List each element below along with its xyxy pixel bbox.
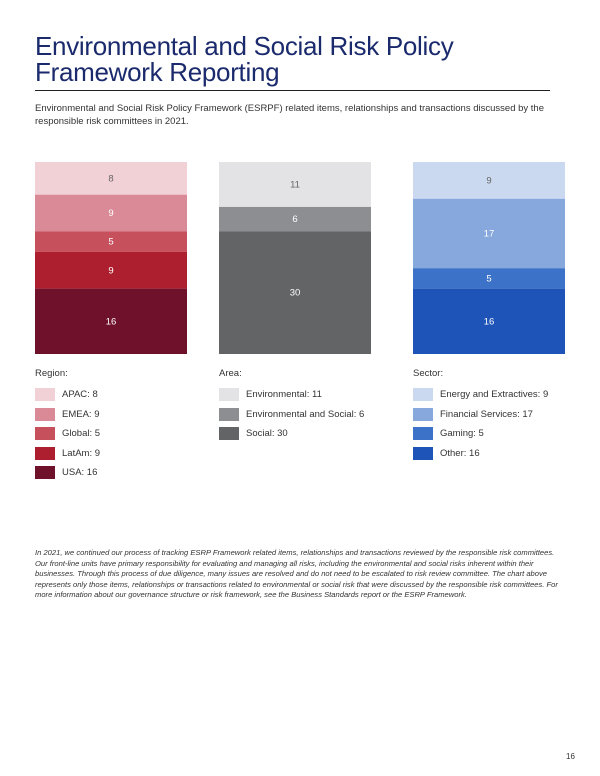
page-number: 16 bbox=[566, 752, 575, 761]
bar-value-label: 16 bbox=[484, 316, 495, 327]
bar-segment-sector-gaming bbox=[413, 268, 565, 289]
bar-segment-area-social bbox=[219, 231, 371, 354]
chart-subtitle: Environmental and Social Risk Policy Fra… bbox=[35, 103, 544, 127]
legend-swatch bbox=[219, 388, 239, 401]
bar-segment-region-usa bbox=[35, 288, 187, 354]
bar-segment-region-latam bbox=[35, 251, 187, 289]
bar-value-label: 5 bbox=[108, 237, 113, 248]
legend-label: Gaming: 5 bbox=[440, 428, 484, 439]
bar-segment-area-environmental bbox=[219, 162, 371, 207]
title-divider bbox=[35, 90, 550, 91]
legend-title-region: Region: bbox=[35, 368, 68, 379]
bar-segment-sector-other bbox=[413, 288, 565, 354]
bar-value-label: 6 bbox=[292, 214, 297, 225]
bar-segment-region-emea bbox=[35, 194, 187, 232]
legend-label: Environmental and Social: 6 bbox=[246, 408, 365, 420]
legend-label: APAC: 8 bbox=[62, 389, 98, 400]
legend-swatch bbox=[35, 427, 55, 440]
legend-label: Social: 30 bbox=[246, 428, 288, 439]
legend-label: Other: 16 bbox=[440, 447, 480, 459]
legend-label: LatAm: 9 bbox=[62, 447, 101, 459]
bar-value-label: 9 bbox=[486, 175, 491, 186]
bar-value-label: 17 bbox=[484, 228, 495, 239]
legend-label: USA: 16 bbox=[62, 467, 98, 478]
legend-title-sector: Sector: bbox=[413, 368, 444, 379]
bar-segment-sector-energy-and-extractives bbox=[413, 162, 565, 199]
legend-swatch bbox=[35, 446, 55, 460]
legend-swatch bbox=[35, 407, 55, 421]
bar-value-label: 9 bbox=[108, 208, 113, 219]
legend-swatch bbox=[413, 427, 433, 440]
legend-label: EMEA: 9 bbox=[62, 408, 100, 420]
bar-segment-region-global bbox=[35, 231, 187, 252]
bar-value-label: 11 bbox=[290, 179, 300, 190]
page-title: Environmental and Social Risk Policy Fra… bbox=[35, 31, 454, 87]
bar-segment-sector-financial-services bbox=[413, 198, 565, 269]
legend-label: Environmental: 11 bbox=[246, 389, 322, 400]
legend-label: Global: 5 bbox=[62, 428, 101, 439]
footnote: In 2021, we continued our process of tra… bbox=[35, 548, 558, 600]
bar-value-label: 9 bbox=[108, 265, 113, 276]
legend-swatch bbox=[219, 427, 239, 440]
legend-label: Financial Services: 17 bbox=[440, 408, 533, 420]
legend-swatch bbox=[413, 388, 433, 401]
bar-value-label: 30 bbox=[290, 288, 301, 299]
legend-swatch bbox=[35, 388, 55, 401]
legend-swatch bbox=[35, 466, 55, 479]
bar-segment-area-environmental-and-social bbox=[219, 206, 371, 232]
legend-swatch bbox=[413, 446, 433, 460]
legend-label: Energy and Extractives: 9 bbox=[440, 389, 549, 400]
bar-value-label: 16 bbox=[106, 316, 117, 327]
legend-swatch bbox=[219, 407, 239, 421]
stacked-bar-chart: 8 9 5 9 16 11 6 30 9 17 5 16 bbox=[35, 162, 565, 354]
bar-value-label: 8 bbox=[108, 173, 113, 184]
bar-segment-region-apac bbox=[35, 162, 187, 195]
bar-value-label: 5 bbox=[486, 273, 491, 284]
legend-title-area: Area: bbox=[219, 368, 242, 379]
legend-swatch bbox=[413, 407, 433, 421]
